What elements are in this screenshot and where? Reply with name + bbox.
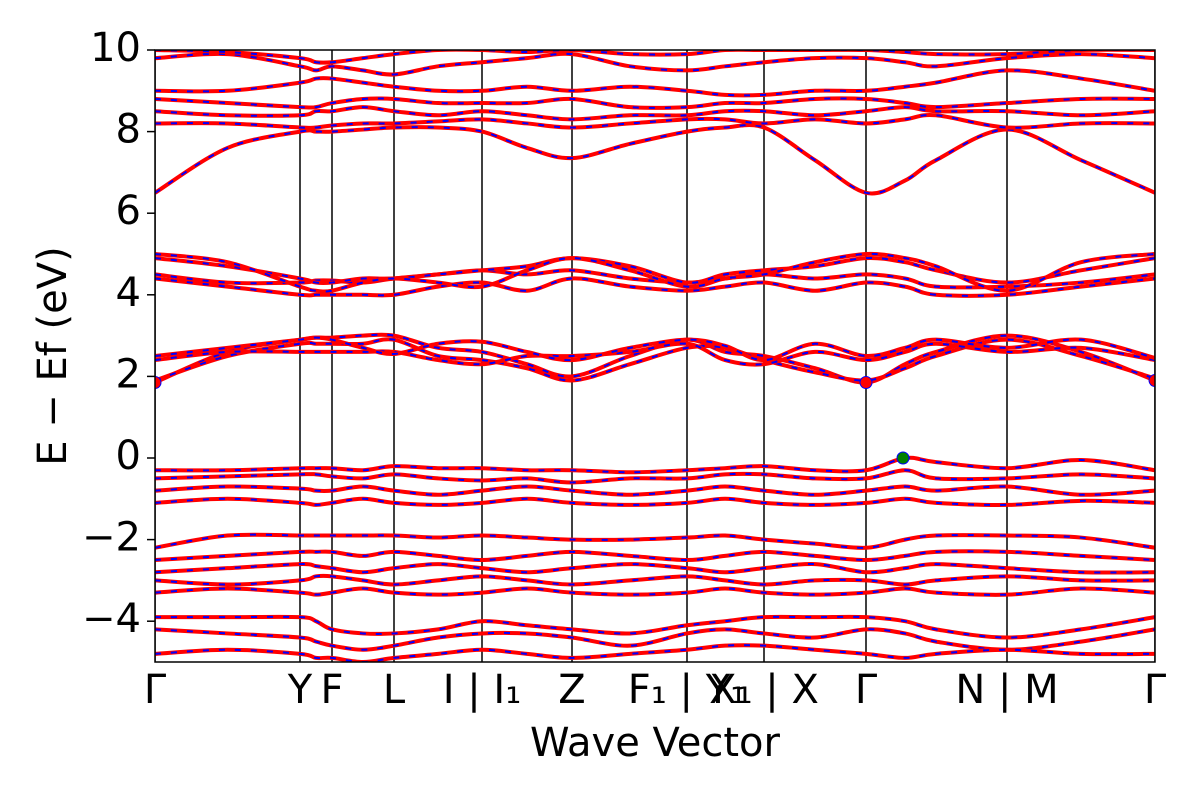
band-line-dashed: [155, 269, 1155, 289]
band-line-dashed: [155, 456, 1155, 474]
y-tick-label: −2: [82, 515, 141, 561]
band-line: [155, 455, 1155, 475]
band-line: [155, 122, 1155, 196]
band-line: [155, 562, 1155, 575]
band-line: [155, 337, 1155, 383]
band-line-dashed: [155, 615, 1155, 639]
x-tick-label: Γ: [144, 667, 167, 713]
band-line-dashed: [155, 628, 1155, 651]
x-tick-label: Z: [558, 667, 585, 713]
band-line-dashed: [155, 97, 1155, 109]
band-line-dashed: [155, 550, 1155, 562]
x-tick-label: F₁ | Y₁: [628, 667, 746, 713]
band-line-dashed: [155, 106, 1155, 121]
y-tick-label: 4: [116, 270, 141, 316]
band-line: [155, 643, 1155, 662]
band-line-dashed: [155, 333, 1155, 384]
band-line-dashed: [155, 252, 1155, 293]
x-axis-label: Wave Vector: [530, 720, 781, 766]
band-line-dashed: [155, 574, 1155, 586]
y-tick-label: −4: [82, 596, 141, 642]
band-line-dashed: [155, 114, 1155, 129]
y-tick-label: 2: [116, 351, 141, 397]
band-line: [155, 68, 1155, 98]
x-tick-label: Y: [287, 667, 313, 713]
band-line-dashed: [155, 644, 1155, 662]
y-tick-label: 8: [116, 107, 141, 153]
plot-area: [155, 50, 1155, 662]
x-tick-label: L: [383, 667, 406, 713]
axes-frame: [154, 49, 1156, 663]
x-tick-label: N | M: [955, 667, 1058, 713]
band-line-dashed: [155, 563, 1155, 574]
x-tick-label: X₁ | X: [709, 667, 819, 713]
band-line-dashed: [155, 469, 1155, 484]
extremum-marker: [859, 376, 873, 390]
x-tick-label: Γ: [1144, 667, 1167, 713]
extremum-marker: [1148, 373, 1155, 387]
x-tick-label: Γ: [855, 667, 878, 713]
band-line-dashed: [155, 497, 1155, 506]
band-line: [155, 614, 1155, 640]
x-tick-label: F: [320, 667, 343, 713]
y-tick-label: 10: [90, 25, 141, 71]
y-axis-label: E − Ef (eV): [30, 246, 76, 465]
band-line: [155, 276, 1155, 298]
band-line-dashed: [155, 485, 1155, 496]
band-line: [155, 50, 1155, 65]
band-line: [155, 335, 1155, 363]
x-tick-label: I | I₁: [443, 667, 522, 713]
band-line-dashed: [155, 50, 1155, 64]
band-line-dashed: [155, 256, 1155, 285]
band-line: [155, 532, 1155, 550]
band-line-dashed: [155, 587, 1155, 596]
extremum-marker: [155, 376, 162, 390]
band-line-dashed: [155, 533, 1155, 549]
extremum-marker: [896, 451, 910, 465]
band-line-dashed: [155, 69, 1155, 97]
band-line-dashed: [155, 123, 1155, 195]
band-line: [155, 51, 1155, 77]
y-tick-label: 6: [116, 188, 141, 234]
y-tick-label: 0: [116, 433, 141, 479]
